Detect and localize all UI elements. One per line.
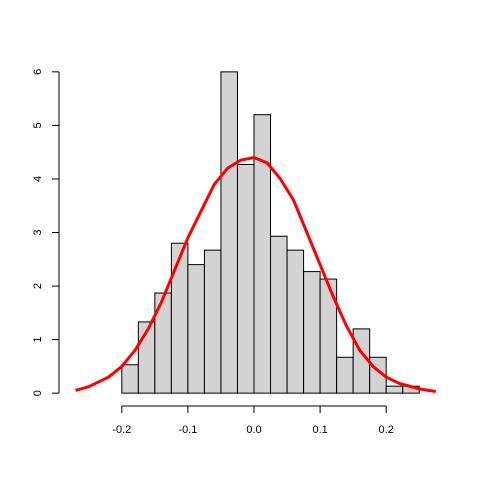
bar bbox=[121, 364, 139, 394]
bar bbox=[286, 249, 305, 394]
bar bbox=[270, 235, 288, 394]
bar bbox=[385, 385, 404, 394]
x-tick-label: 0.1 bbox=[312, 424, 327, 436]
y-tick-label: 5 bbox=[32, 122, 44, 128]
bar bbox=[319, 278, 338, 394]
x-tick-label: 0.0 bbox=[246, 424, 261, 436]
bar bbox=[253, 114, 272, 394]
bar bbox=[203, 249, 222, 394]
y-tick-label: 4 bbox=[32, 176, 44, 182]
y-tick-label: 0 bbox=[32, 390, 44, 396]
x-tick-label: -0.1 bbox=[178, 424, 197, 436]
bar bbox=[187, 264, 205, 394]
y-tick-label: 2 bbox=[32, 283, 44, 289]
bar bbox=[170, 242, 189, 394]
x-tick-label: -0.2 bbox=[112, 424, 131, 436]
y-tick-label: 1 bbox=[32, 337, 44, 343]
y-tick-label: 3 bbox=[32, 229, 44, 235]
bar bbox=[220, 71, 238, 394]
y-tick-label: 6 bbox=[32, 69, 44, 75]
density-line bbox=[75, 155, 437, 394]
bar bbox=[303, 271, 321, 394]
x-tick-label: 0.2 bbox=[379, 424, 394, 436]
bar bbox=[336, 356, 354, 394]
bar bbox=[236, 163, 255, 394]
